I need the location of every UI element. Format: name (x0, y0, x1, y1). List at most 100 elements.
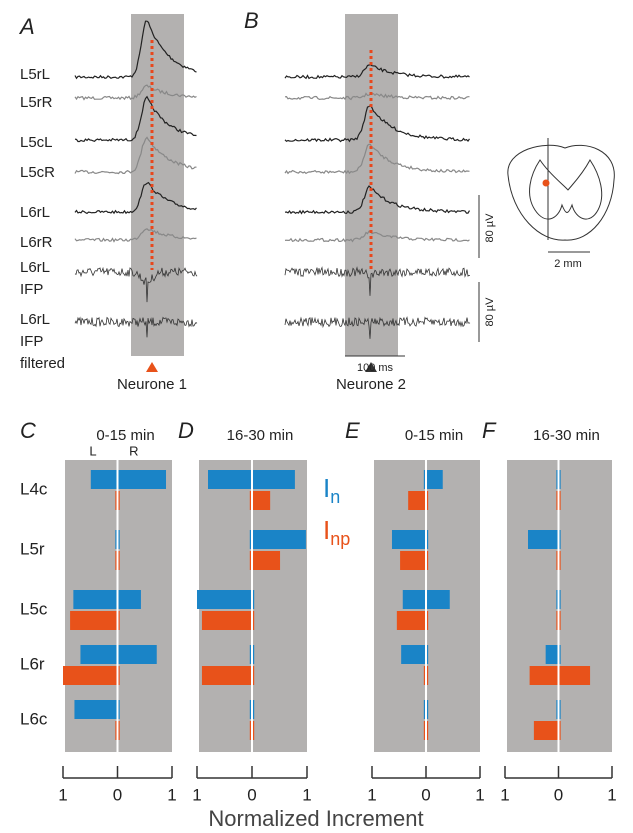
arrow (365, 362, 377, 372)
x-tick-label: 1 (607, 785, 616, 804)
bar (556, 470, 559, 489)
bar (115, 551, 118, 570)
bar (556, 491, 559, 510)
bar (252, 721, 255, 740)
panel-label: A (18, 14, 35, 39)
scale-label: 80 µV (484, 213, 496, 243)
x-tick-label: 0 (247, 785, 256, 804)
bar (117, 470, 167, 489)
trace (284, 64, 470, 80)
panel-label: C (20, 418, 36, 443)
bar (117, 666, 120, 685)
bar (249, 721, 252, 740)
chart-title: 16-30 min (533, 427, 600, 444)
legend-sub: np (330, 529, 350, 549)
bar (117, 721, 120, 740)
trace (284, 104, 470, 143)
side-label: R (129, 443, 138, 458)
bar (426, 590, 450, 609)
bar (426, 491, 429, 510)
bar (426, 611, 429, 630)
legend-entry: Inp (323, 515, 350, 549)
bar (528, 530, 559, 549)
bar (252, 645, 255, 664)
bar (117, 611, 120, 630)
category-label: L5r (20, 539, 45, 558)
trace-label: L5rR (20, 94, 53, 111)
category-label: L5c (20, 599, 48, 618)
bar (423, 700, 426, 719)
bar (252, 530, 306, 549)
bar (197, 590, 252, 609)
bar (252, 470, 295, 489)
bar (252, 491, 271, 510)
window-band (131, 14, 184, 356)
bar (426, 721, 429, 740)
trace (74, 316, 198, 338)
trace (74, 228, 197, 243)
bar (556, 551, 559, 570)
bar (252, 611, 255, 630)
panel-label: D (178, 418, 194, 443)
bar (558, 645, 561, 664)
arrow (146, 362, 158, 372)
bar (201, 666, 252, 685)
bar (423, 666, 426, 685)
traces (74, 20, 471, 339)
recording-site (542, 179, 550, 187)
axis-title: Normalized Increment (208, 806, 423, 831)
x-tick-label: 0 (554, 785, 563, 804)
bar (117, 590, 141, 609)
legend-entry: In (323, 473, 340, 507)
bar (545, 645, 559, 664)
side-label: L (89, 443, 96, 458)
bar (558, 666, 591, 685)
trace (284, 185, 471, 215)
trace (74, 266, 198, 303)
bar (70, 611, 118, 630)
panel-label: F (482, 418, 497, 443)
bar (117, 551, 120, 570)
bar (249, 645, 252, 664)
bar (252, 700, 255, 719)
scale-label: 2 mm (554, 258, 582, 270)
legend-main: I (323, 473, 330, 503)
bar (115, 721, 118, 740)
chart-title: 0-15 min (96, 427, 154, 444)
trace (284, 92, 470, 101)
bar (400, 551, 426, 570)
bar (90, 470, 118, 489)
category-label: L6r (20, 654, 45, 673)
bar (117, 700, 120, 719)
bar (558, 491, 561, 510)
trace (74, 20, 197, 80)
bar (558, 590, 561, 609)
trace-label: L5cL (20, 134, 53, 151)
x-tick-label: 0 (113, 785, 122, 804)
bar (249, 530, 252, 549)
x-tick-label: 1 (167, 785, 176, 804)
trace-label: L6rR (20, 234, 53, 251)
bar (556, 590, 559, 609)
bar (74, 700, 118, 719)
panel-label: E (345, 418, 360, 443)
trace-label: L6rL (20, 311, 50, 328)
bar (408, 491, 426, 510)
bar (401, 645, 426, 664)
bar (423, 470, 426, 489)
bar (63, 666, 118, 685)
trace-label: IFP (20, 281, 43, 298)
bar (252, 666, 255, 685)
bar (249, 491, 252, 510)
category-label: L6c (20, 709, 48, 728)
bar (558, 611, 561, 630)
trace (284, 143, 470, 175)
bar (529, 666, 559, 685)
x-tick-label: 1 (475, 785, 484, 804)
legend-main: I (323, 515, 330, 545)
bar (115, 491, 118, 510)
x-tick-label: 1 (58, 785, 67, 804)
bar (117, 645, 157, 664)
